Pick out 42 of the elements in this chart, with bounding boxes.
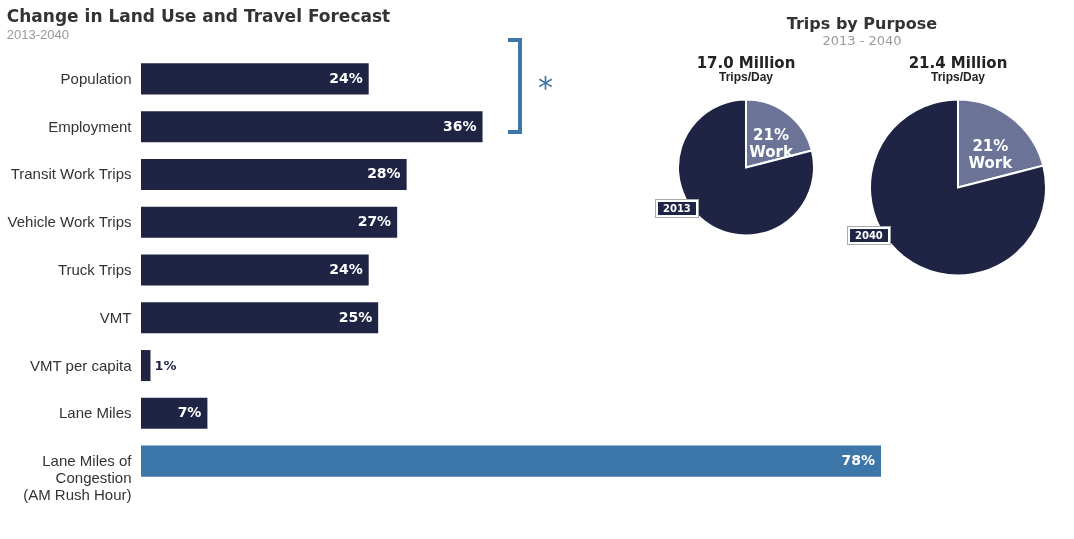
bar <box>141 63 369 95</box>
data-label: 1% <box>154 357 177 373</box>
bar <box>141 254 369 286</box>
annotation: 2013 <box>656 199 698 217</box>
data-label: 24% <box>329 261 363 277</box>
y-tick-label: VMT per capita <box>30 356 133 374</box>
data-label: 21% <box>972 136 1009 155</box>
y-tick-label: Lane Miles of Congestion (AM Rush Hour) <box>23 452 133 504</box>
y-tick-label: Transit Work Trips <box>10 165 132 183</box>
chart-subtitle: Trips/Day <box>718 70 774 84</box>
bar <box>141 302 379 334</box>
bar <box>141 158 407 190</box>
chart-title: 17.0 Million <box>696 54 796 72</box>
data-label: 27% <box>357 213 392 230</box>
bar <box>141 445 881 477</box>
slice-label: Work <box>968 153 1014 172</box>
y-tick-label: VMT <box>99 308 132 326</box>
chart-title: Change in Land Use and Travel Forecast <box>6 6 391 26</box>
slice-label: Work <box>749 143 794 162</box>
text: Trips by Purpose <box>785 14 939 33</box>
bar <box>141 350 151 382</box>
data-label: 7% <box>177 404 202 421</box>
y-tick-label: Population <box>60 69 132 87</box>
data-label: 24% <box>329 69 363 86</box>
annotation: 2040 <box>848 226 890 244</box>
data-label: 21% <box>753 126 789 145</box>
data-label: 78% <box>841 452 875 469</box>
data-label: 28% <box>367 165 401 182</box>
chart-title: 21.4 Million <box>908 54 1008 72</box>
y-tick-label: Lane Miles <box>58 404 132 422</box>
text: 2013 - 2040 <box>821 33 903 48</box>
bar <box>141 111 483 143</box>
chart-subtitle: 2013-2040 <box>6 27 69 42</box>
y-tick-label: Truck Trips <box>57 261 132 278</box>
data-label: 25% <box>338 308 373 325</box>
chart-subtitle: Trips/Day <box>930 70 986 84</box>
y-tick-label: Employment <box>48 117 133 135</box>
y-tick-label: Vehicle Work Trips <box>7 213 132 231</box>
annotation: * <box>538 70 553 105</box>
bar <box>141 206 398 238</box>
data-label: 36% <box>443 117 477 134</box>
bar <box>141 397 208 429</box>
